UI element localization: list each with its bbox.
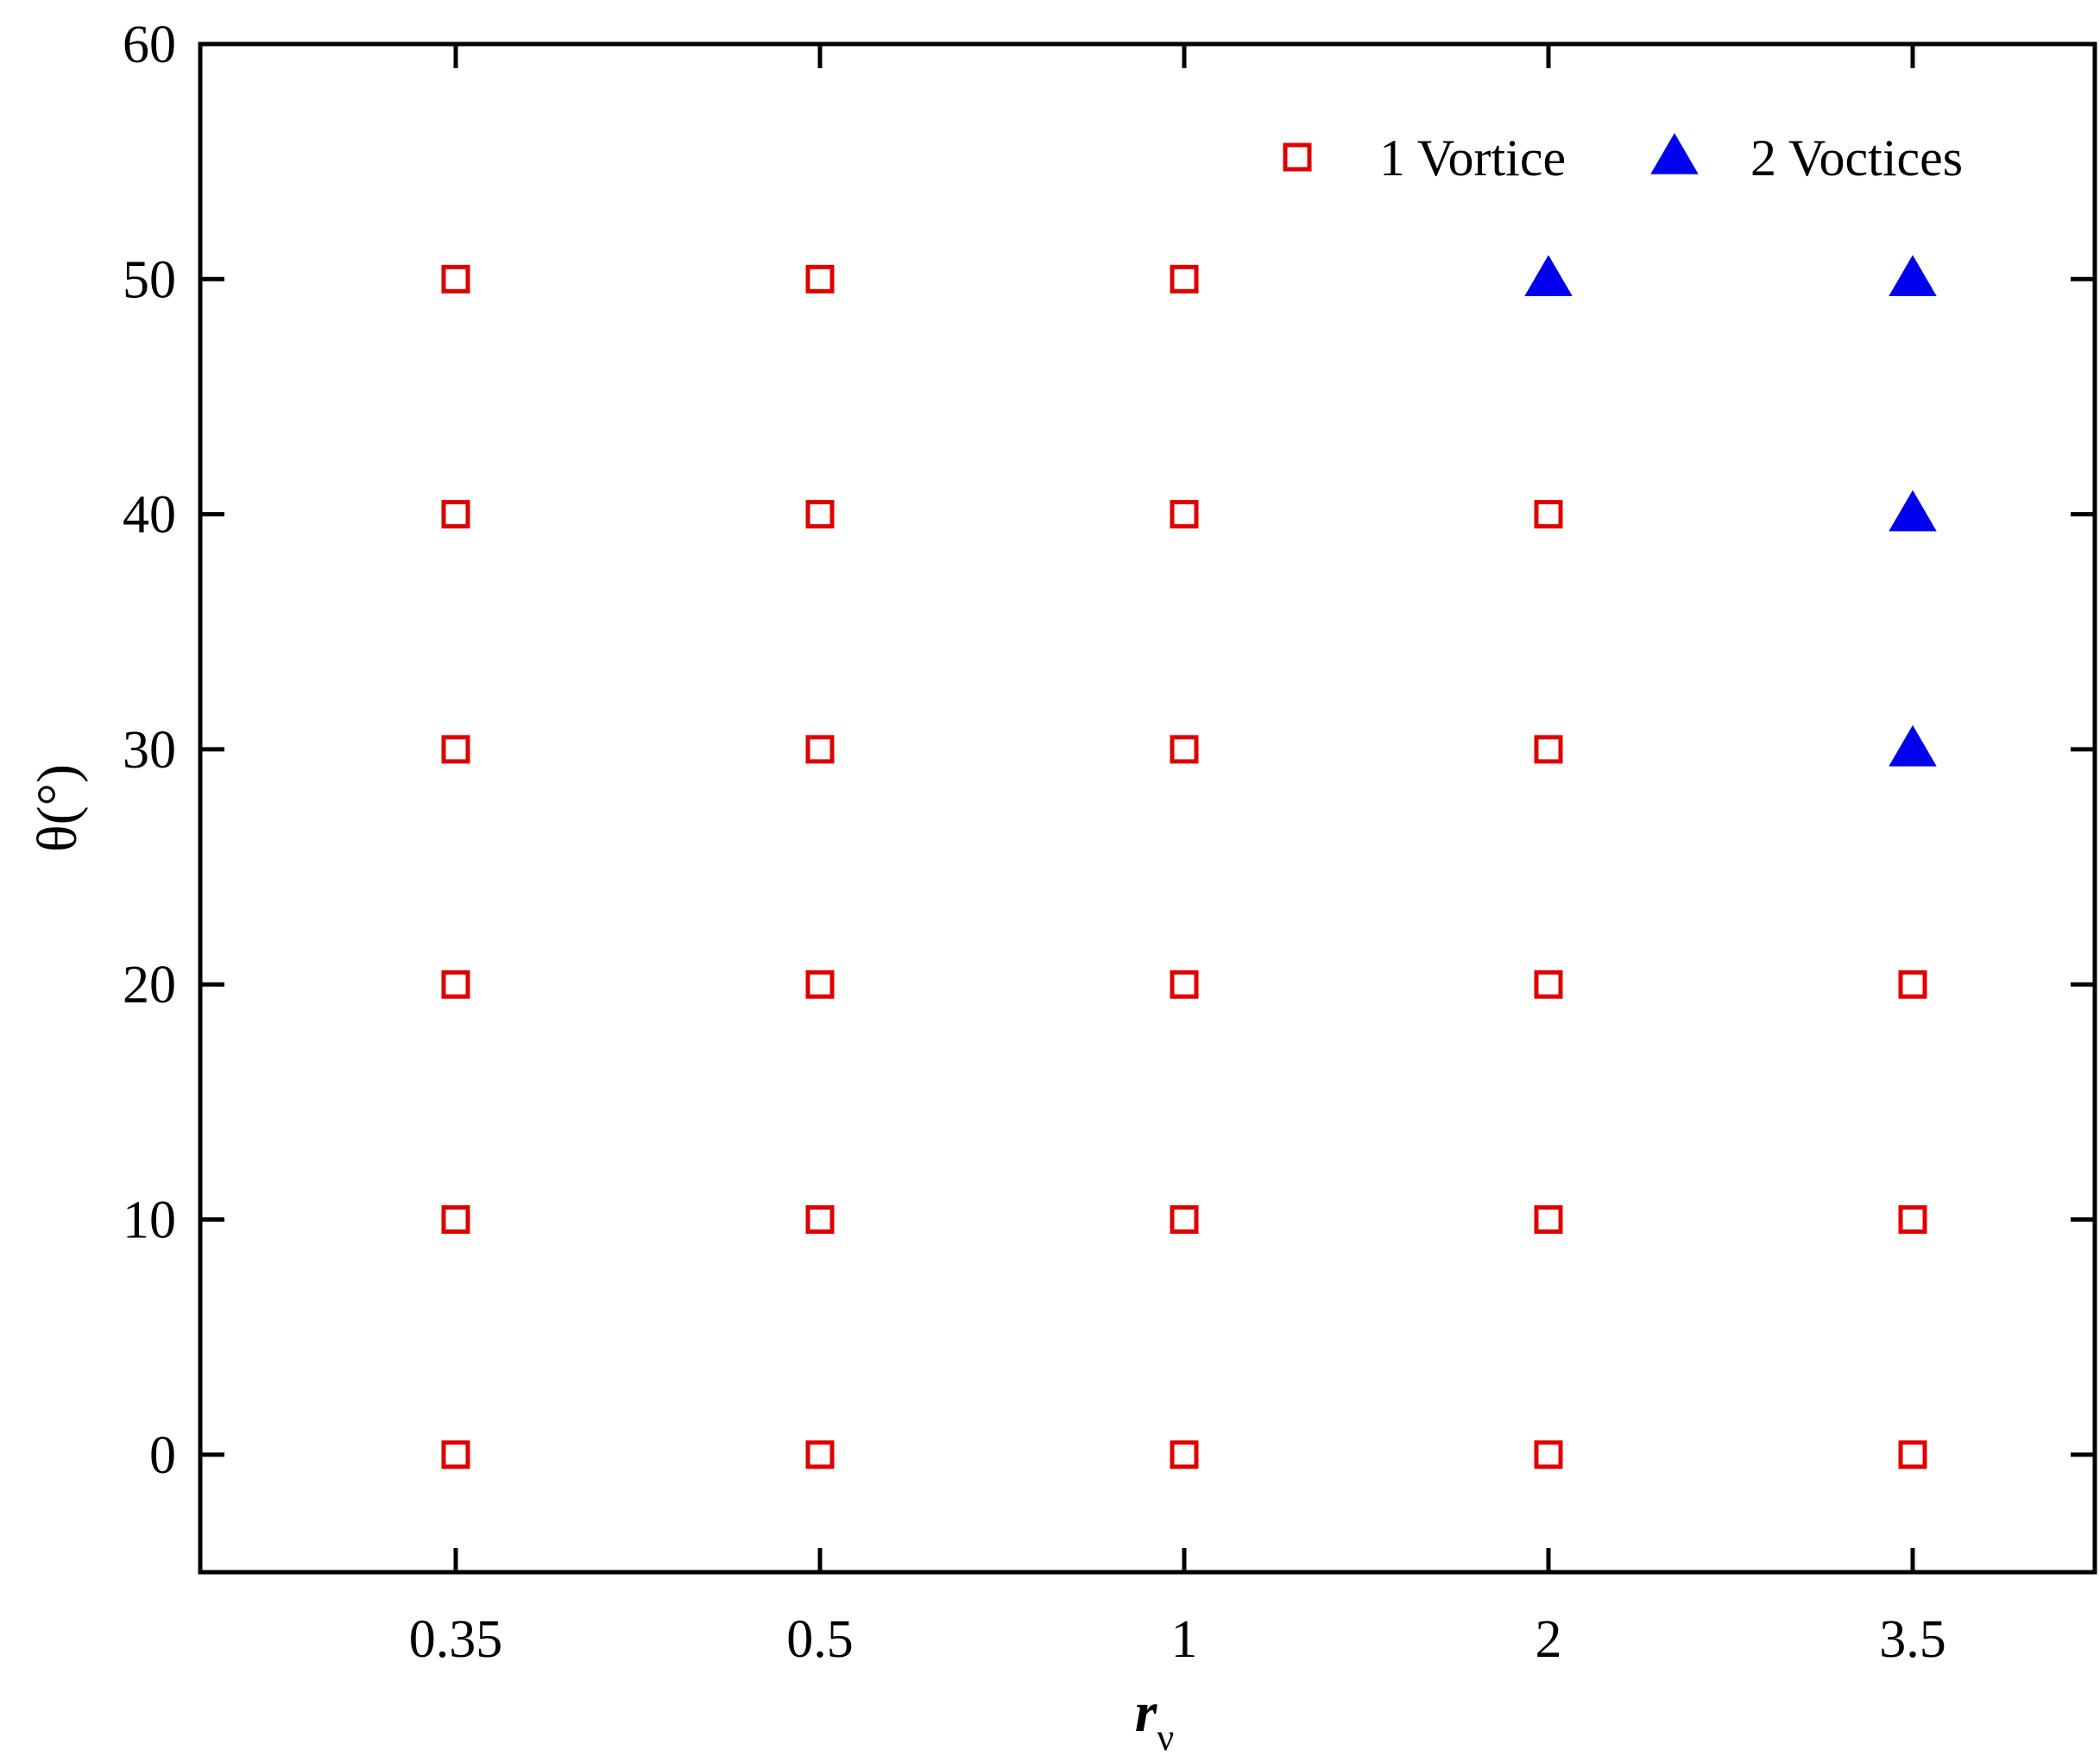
- square-marker: [1534, 970, 1563, 999]
- x-tick-label: 0.35: [409, 1610, 503, 1669]
- y-tick-label: 60: [123, 16, 176, 74]
- data-points: [441, 255, 1937, 1469]
- y-axis-label: θ(°): [26, 764, 89, 852]
- square-marker: [805, 500, 835, 529]
- x-tick-label: 1: [1171, 1610, 1198, 1669]
- y-tick-label: 0: [149, 1426, 176, 1485]
- square-marker: [1170, 1205, 1199, 1235]
- legend-marker: [1283, 142, 1312, 172]
- plot-frame: [198, 41, 2097, 1575]
- square-marker: [1170, 970, 1199, 999]
- x-axis-label-subscript: ν: [1157, 1716, 1174, 1759]
- square-marker: [805, 1205, 835, 1235]
- square-marker: [441, 1440, 470, 1469]
- legend-label: 2 Voctices: [1750, 130, 1963, 186]
- y-tick-label: 50: [123, 250, 176, 309]
- y-axis: 0 10 20 30 40 50 60: [123, 16, 2095, 1485]
- square-marker: [805, 735, 835, 764]
- y-tick-label: 30: [123, 721, 176, 780]
- square-marker: [1170, 735, 1199, 764]
- square-marker: [1170, 500, 1199, 529]
- square-marker: [441, 735, 470, 764]
- y-tick-label: 10: [123, 1191, 176, 1250]
- square-marker: [441, 970, 470, 999]
- square-marker: [441, 264, 470, 294]
- square-marker: [1898, 1440, 1927, 1469]
- square-marker: [1898, 1205, 1927, 1235]
- square-marker: [805, 264, 835, 294]
- square-marker: [441, 1205, 470, 1235]
- x-axis-label-symbol: r: [1135, 1681, 1158, 1744]
- x-tick-label: 3.5: [1879, 1610, 1946, 1669]
- square-marker: [1534, 735, 1563, 764]
- square-marker: [441, 500, 470, 529]
- legend-label: 1 Vortice: [1379, 130, 1566, 186]
- square-marker: [1534, 500, 1563, 529]
- square-marker: [1170, 264, 1199, 294]
- square-marker: [1534, 1205, 1563, 1235]
- triangle-marker: [1889, 490, 1937, 532]
- square-marker: [805, 970, 835, 999]
- x-tick-label: 2: [1536, 1610, 1562, 1669]
- y-tick-label: 20: [123, 956, 176, 1014]
- triangle-marker: [1889, 255, 1937, 297]
- triangle-marker: [1889, 724, 1937, 767]
- square-marker: [1170, 1440, 1199, 1469]
- x-axis-label: rν: [1135, 1681, 1175, 1759]
- square-marker: [1534, 1440, 1563, 1469]
- triangle-marker: [1524, 255, 1573, 297]
- square-marker: [805, 1440, 835, 1469]
- legend-marker: [1650, 133, 1699, 174]
- x-axis: 0.35 0.5 1 2 3.5: [409, 44, 1946, 1669]
- square-marker: [1898, 970, 1927, 999]
- legend: 1 Vortice 2 Voctices: [1283, 130, 1963, 186]
- y-tick-label: 40: [123, 486, 176, 545]
- x-tick-label: 0.5: [786, 1610, 854, 1669]
